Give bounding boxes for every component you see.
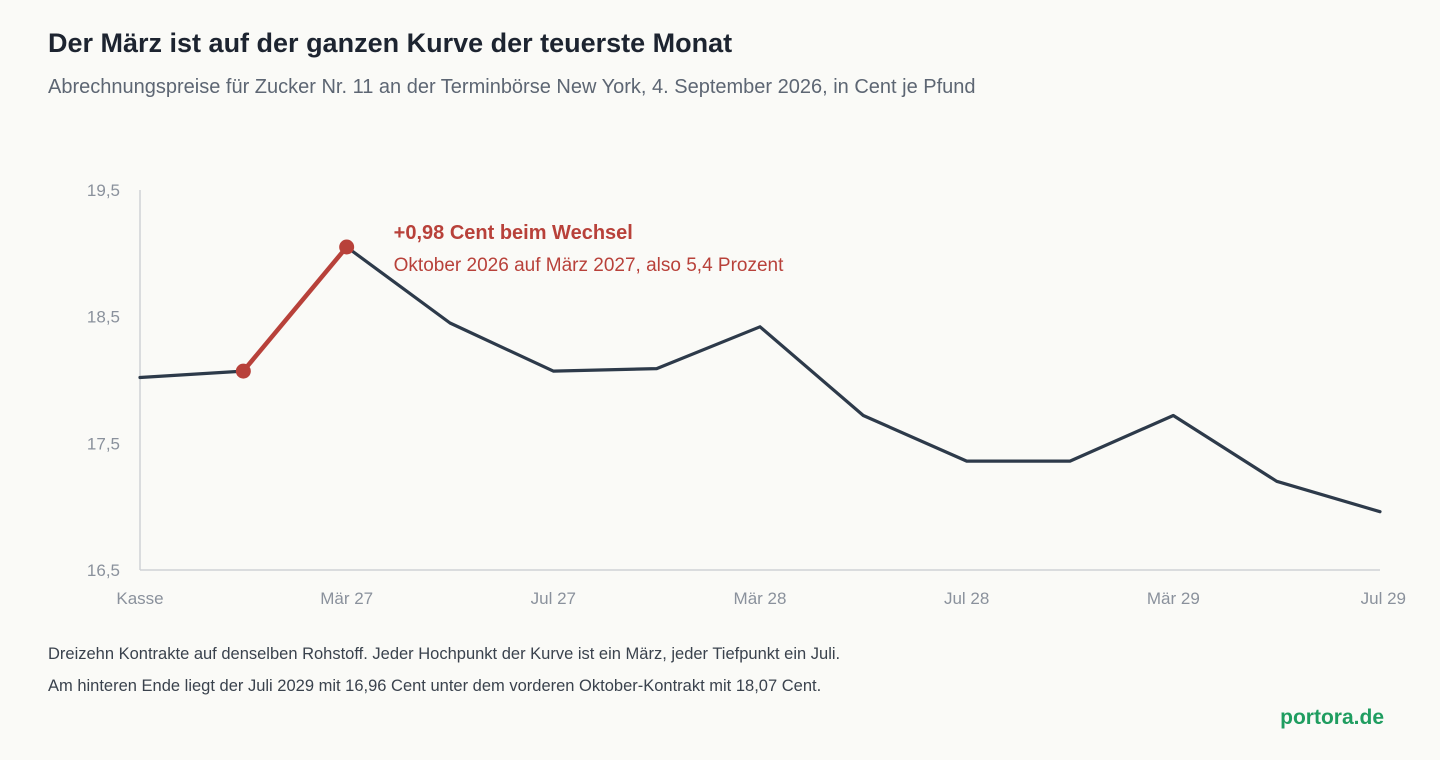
x-tick-label: Jul 29 (1361, 589, 1406, 608)
x-tick-label: Mär 28 (734, 589, 787, 608)
highlight-segment (241, 244, 349, 374)
y-tick-label: 17,5 (87, 434, 120, 453)
x-axis-ticks: Kasse Mär 27 Jul 27 Mär 28 Jul 28 Mär 29 Jul 2… (116, 589, 1406, 608)
y-axis-ticks: 19,5 18,5 17,5 16,5 (87, 181, 120, 580)
x-tick-label: Jul 28 (944, 589, 989, 608)
chart-title: Der März ist auf der ganzen Kurve der te… (48, 28, 733, 58)
annotation-title: +0,98 Cent beim Wechsel (394, 222, 633, 244)
x-tick-label: Mär 27 (320, 589, 373, 608)
brand-logo[interactable]: portora.de (1280, 706, 1384, 729)
series-line (138, 245, 1382, 514)
x-tick-label: Jul 27 (531, 589, 576, 608)
y-tick-label: 19,5 (87, 181, 120, 200)
chart-subtitle: Abrechnungspreise für Zucker Nr. 11 an d… (48, 76, 976, 98)
y-tick-label: 18,5 (87, 308, 120, 327)
y-tick-label: 16,5 (87, 561, 120, 580)
chart-annotation: +0,98 Cent beim Wechsel Oktober 2026 auf … (394, 222, 784, 276)
footnote-line-1: Dreizehn Kontrakte auf denselben Rohstof… (48, 645, 841, 663)
chart-axes (139, 190, 1380, 571)
x-tick-label: Kasse (116, 589, 163, 608)
x-tick-label: Mär 29 (1147, 589, 1200, 608)
annotation-text: Oktober 2026 auf März 2027, also 5,4 Pro… (394, 255, 784, 276)
highlight-point (235, 363, 251, 379)
chart-series (138, 239, 1382, 514)
highlight-point (339, 239, 355, 255)
footnote-line-2: Am hinteren Ende liegt der Juli 2029 mit… (48, 677, 822, 695)
